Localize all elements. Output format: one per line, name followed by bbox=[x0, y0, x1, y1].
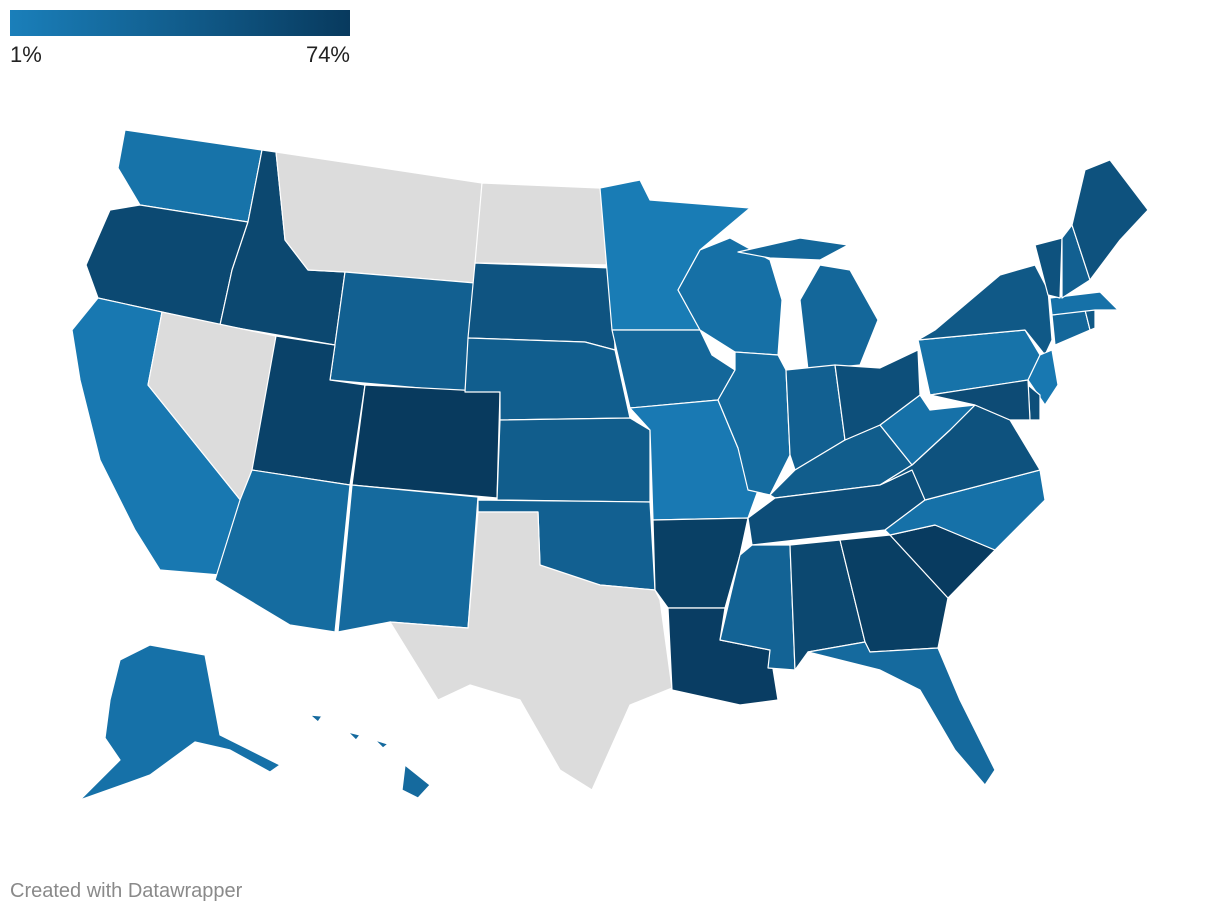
state-NJ[interactable] bbox=[1027, 349, 1059, 406]
credit-footer: Created with Datawrapper bbox=[10, 880, 243, 902]
state-WY[interactable] bbox=[329, 271, 476, 393]
state-MT[interactable] bbox=[275, 151, 483, 284]
state-FL[interactable] bbox=[807, 641, 996, 786]
state-OH[interactable] bbox=[834, 349, 921, 441]
state-VT[interactable] bbox=[1034, 237, 1063, 299]
state-AZ[interactable] bbox=[214, 469, 351, 633]
state-MA[interactable] bbox=[1049, 291, 1119, 316]
state-MD[interactable] bbox=[929, 379, 1031, 421]
state-HI[interactable] bbox=[309, 714, 431, 799]
state-KS[interactable] bbox=[496, 417, 651, 503]
state-NM[interactable] bbox=[337, 484, 479, 633]
state-IA[interactable] bbox=[611, 329, 736, 409]
state-ND[interactable] bbox=[474, 182, 613, 266]
state-ME[interactable] bbox=[1071, 159, 1149, 281]
state-SD[interactable] bbox=[467, 262, 616, 351]
legend-min-label: 1% bbox=[10, 42, 42, 67]
legend-gradient-bar bbox=[10, 10, 350, 36]
state-TX[interactable] bbox=[389, 511, 673, 791]
state-CO[interactable] bbox=[351, 384, 501, 499]
state-CT[interactable] bbox=[1051, 309, 1091, 346]
state-IL[interactable] bbox=[717, 351, 791, 496]
legend-max-label: 74% bbox=[305, 42, 350, 67]
state-NY[interactable] bbox=[917, 264, 1053, 356]
legend: 1% 74% bbox=[10, 10, 350, 67]
state-LA[interactable] bbox=[667, 607, 779, 706]
state-AK[interactable] bbox=[79, 644, 281, 801]
